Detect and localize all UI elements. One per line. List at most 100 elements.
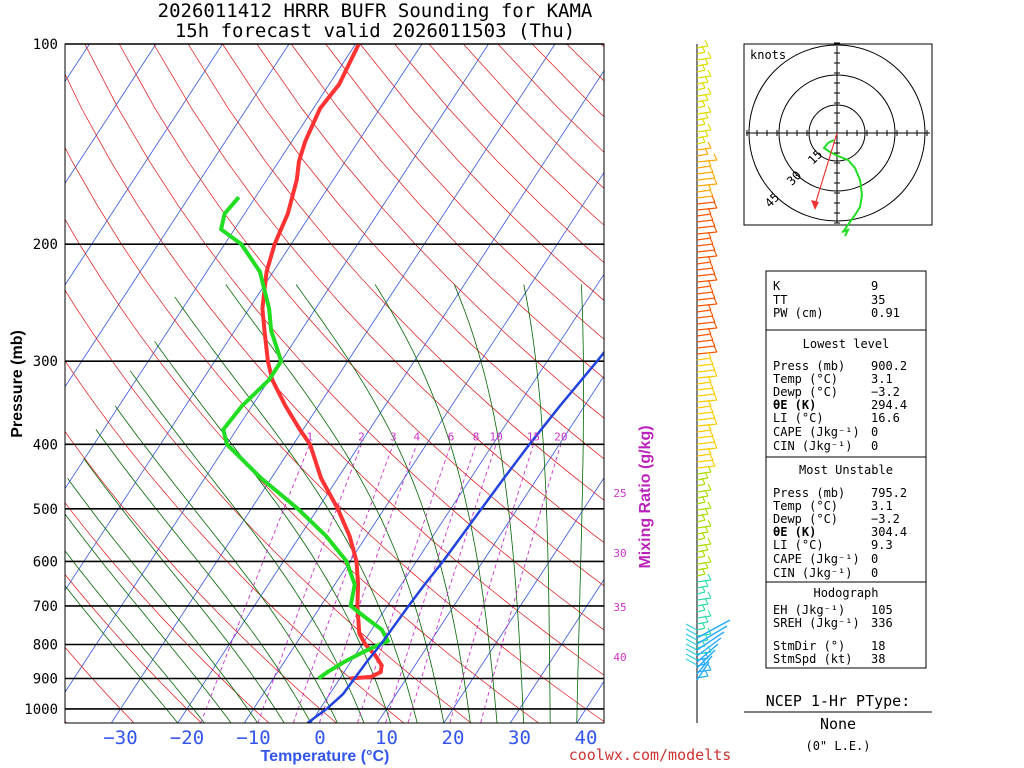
mixing-ratio-right-label: 30: [613, 547, 626, 560]
moist-adiabat-line: [576, 284, 584, 723]
wind-barb-flag: [704, 669, 709, 677]
wind-barb-flag: [707, 423, 712, 431]
hodo-axis-ticks: [746, 42, 928, 224]
wind-barb: [696, 573, 706, 577]
wind-barb: [696, 93, 712, 97]
wind-barb: [685, 653, 698, 661]
wind-barb: [696, 75, 712, 79]
hd-stmdir-value: 18: [871, 639, 885, 653]
moist-adiabat-line: [67, 478, 258, 723]
wind-barb: [696, 333, 712, 337]
wind-barb-flag: [707, 375, 712, 383]
wind-barb-flag: [711, 219, 716, 227]
dry-adiabat-line: [325, 44, 604, 340]
ll-thetae-label: θE (K): [773, 398, 816, 412]
wind-barb-flag: [707, 159, 712, 167]
wind-barb: [696, 625, 728, 645]
wind-barb-flag: [709, 357, 714, 365]
wind-barb-flag: [709, 309, 714, 317]
mixing-ratio-line: [318, 444, 418, 723]
wind-barb: [685, 638, 698, 646]
wind-barb: [685, 628, 698, 636]
wind-barb: [696, 609, 706, 613]
wind-barb-flag: [711, 459, 716, 467]
isotherm-line: [65, 44, 290, 388]
wind-barb-flag: [711, 339, 716, 347]
plot-frame: [64, 43, 605, 724]
wind-barb: [696, 189, 712, 193]
wind-barb: [696, 267, 714, 271]
wind-barb-flag: [707, 351, 712, 359]
isotherm-line: [310, 273, 604, 723]
dry-adiabat-line: [118, 44, 604, 587]
wind-barb-flag: [713, 225, 718, 233]
wind-barb: [696, 435, 714, 439]
wind-barb-flag: [707, 537, 712, 545]
wind-barb-flag: [704, 39, 709, 47]
wind-barb-flag: [701, 45, 706, 53]
wind-barb-flag: [704, 147, 709, 155]
chart-title-line1: 2026011412 HRRR BUFR Sounding for KAMA: [158, 0, 593, 22]
wind-barb-flag: [707, 447, 712, 455]
wind-barb: [696, 655, 713, 675]
wind-barb: [696, 453, 712, 457]
wind-barb: [696, 561, 712, 565]
moist-adiabat-line: [174, 296, 418, 723]
wind-barb-flag: [707, 69, 712, 77]
wind-barb: [696, 543, 712, 547]
wind-barb-flag: [701, 567, 706, 575]
x-tick-label: −30: [103, 727, 137, 749]
wind-barb: [696, 663, 706, 667]
mixing-ratio-label: 2: [358, 430, 365, 443]
ll-thetae-value: 294.4: [871, 398, 907, 412]
ll-cin-label: CIN (Jkg⁻¹): [773, 439, 852, 453]
wind-barb: [696, 643, 719, 663]
wind-barb-flag: [709, 213, 714, 221]
wind-barb-flag: [701, 63, 706, 71]
mu-thetae-label: θE (K): [773, 525, 816, 539]
ll-cape-value: 0: [871, 425, 878, 439]
mixing-ratio-line: [292, 444, 394, 723]
wind-barb-flag: [707, 519, 712, 527]
wind-barb-flag: [704, 633, 709, 641]
wind-barb-flag: [701, 135, 706, 143]
wind-barb-flag: [707, 483, 712, 491]
wind-barb-flag: [707, 207, 712, 215]
wind-barb: [696, 507, 712, 511]
wind-barb: [685, 658, 698, 666]
wind-barb: [696, 363, 714, 367]
wind-barb-flag: [704, 507, 709, 515]
wind-barb-flag: [709, 165, 714, 173]
mu-dewp-label: Dewp (°C): [773, 512, 838, 526]
wind-barb-flag: [701, 495, 706, 503]
isotherm-line: [65, 44, 423, 592]
wind-barb: [696, 327, 718, 331]
wind-barb-flag: [709, 237, 714, 245]
wind-barb: [696, 339, 714, 343]
wind-barb: [696, 429, 712, 433]
mixing-ratio-label: 8: [473, 430, 480, 443]
hd-eh-value: 105: [871, 603, 893, 617]
mu-li-label: LI (°C): [773, 538, 824, 552]
indices-table: K 9 TT 35 PW (cm) 0.91 Lowest level Pres…: [765, 270, 927, 669]
wind-barb: [696, 591, 706, 595]
wind-barb: [696, 141, 706, 145]
wind-barb-flag: [711, 315, 716, 323]
ll-li-value: 16.6: [871, 411, 900, 425]
wind-barb: [696, 345, 716, 349]
wind-barb-flag: [704, 93, 709, 101]
dry-adiabat-line: [65, 573, 202, 723]
wind-barb: [696, 51, 706, 55]
wind-barb-flag: [711, 411, 716, 419]
mu-press-value: 795.2: [871, 486, 907, 500]
dry-adiabat-line: [291, 44, 604, 379]
hodo-storm-motion-arrowhead: [811, 200, 819, 210]
wind-barb: [696, 579, 712, 583]
wind-barb: [696, 111, 712, 115]
wind-barb: [696, 447, 718, 451]
wind-barb-flag: [701, 81, 706, 89]
wind-barb: [685, 648, 698, 656]
wind-barb: [685, 623, 698, 631]
